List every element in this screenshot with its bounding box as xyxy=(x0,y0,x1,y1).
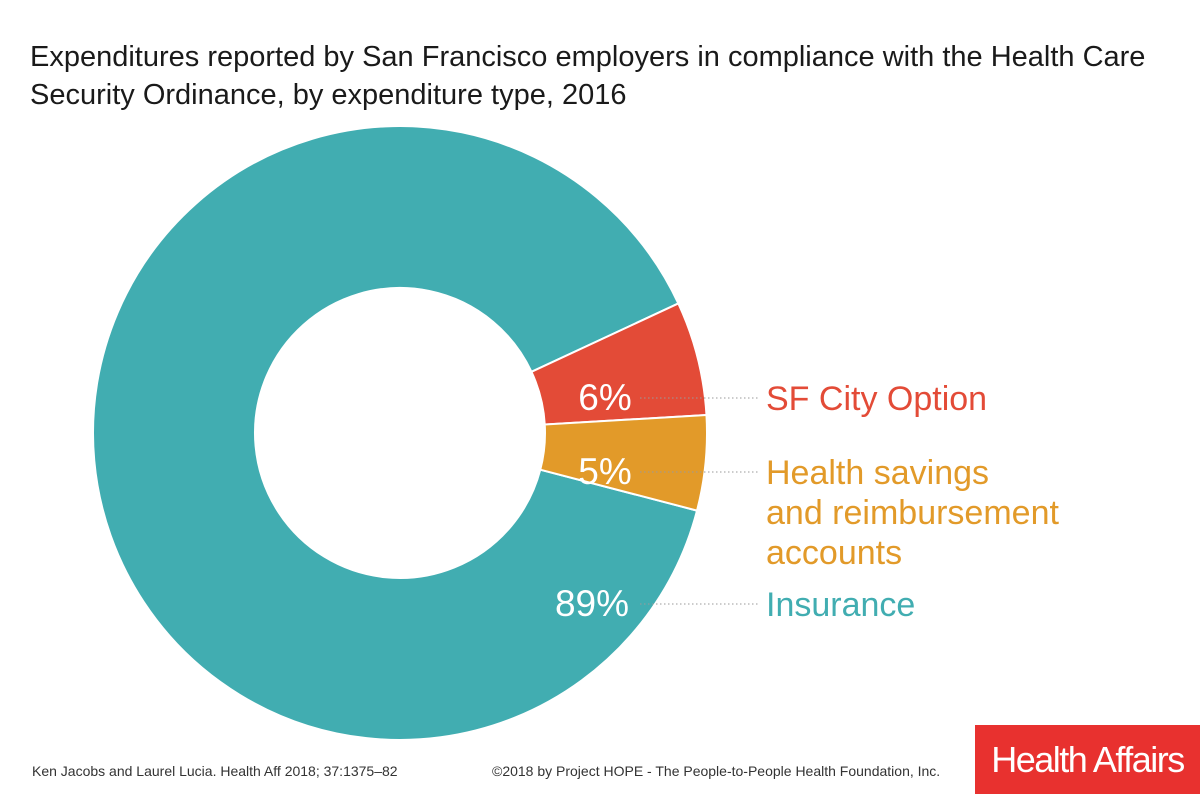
slice-health-savings xyxy=(539,413,708,512)
value-label-health-savings: 5% xyxy=(578,451,631,492)
slice-insurance xyxy=(92,125,699,741)
category-label-sf-city-option: SF City Option xyxy=(766,380,987,418)
value-label-insurance: 89% xyxy=(555,583,629,624)
value-label-sf-city-option: 6% xyxy=(578,377,631,418)
footer-copyright: ©2018 by Project HOPE - The People-to-Pe… xyxy=(492,763,941,779)
category-label-insurance: Insurance xyxy=(766,586,915,624)
footer-citation: Ken Jacobs and Laurel Lucia. Health Aff … xyxy=(32,763,398,779)
chart-title: Expenditures reported by San Francisco e… xyxy=(30,41,1146,111)
health-affairs-logo[interactable]: Health Affairs xyxy=(975,725,1200,794)
category-label-health-savings: Health savings and reimbursement accounts xyxy=(766,454,1059,572)
